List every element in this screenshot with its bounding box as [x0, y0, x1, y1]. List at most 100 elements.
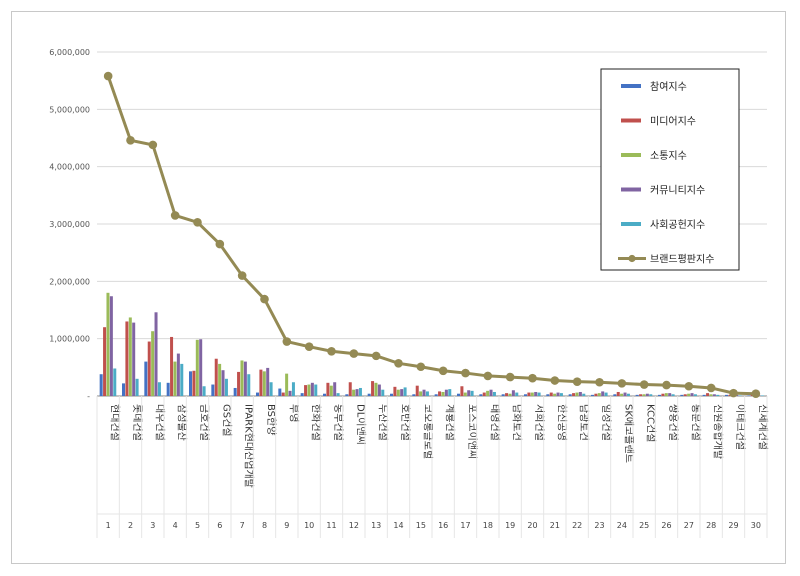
bar — [173, 361, 177, 396]
bar — [266, 367, 270, 396]
bar — [508, 393, 512, 396]
bar — [467, 390, 471, 396]
bar — [314, 384, 318, 396]
legend-swatch — [621, 118, 641, 123]
bar — [247, 374, 251, 396]
bar — [323, 393, 326, 396]
y-tick-label: 5,000,000 — [49, 105, 90, 114]
bar — [527, 392, 531, 396]
bar — [530, 392, 534, 396]
bar — [412, 394, 416, 396]
bar — [348, 382, 352, 396]
bar — [103, 327, 107, 396]
category-label: 신원종합개발 — [712, 404, 724, 459]
line-point — [438, 366, 448, 376]
bar — [144, 361, 148, 396]
bar — [154, 312, 158, 396]
bar — [760, 395, 764, 396]
line-point — [327, 346, 336, 356]
bar — [553, 393, 557, 396]
bar — [422, 389, 426, 396]
bar — [501, 394, 505, 396]
legend-label: 소통지수 — [650, 150, 687, 162]
bar — [109, 296, 113, 396]
bar — [224, 378, 228, 396]
bar — [470, 390, 474, 396]
bar — [345, 394, 349, 396]
category-label: BS한양 — [265, 404, 277, 435]
rank-label: 20 — [527, 521, 537, 530]
rank-label: 29 — [728, 521, 738, 530]
bar — [649, 394, 653, 396]
category-label: 대우건설 — [153, 404, 165, 441]
bar — [463, 392, 467, 396]
category-label: 한화건설 — [310, 404, 322, 441]
legend-label: 사회공헌지수 — [650, 219, 705, 231]
line-point — [572, 377, 582, 386]
category-label: KCC건설 — [645, 404, 657, 442]
bar — [192, 370, 196, 396]
category-label: 롯데건설 — [131, 404, 143, 441]
bar — [578, 391, 582, 396]
bar — [747, 395, 751, 396]
bar — [291, 382, 295, 396]
category-label: IPARK현대산업개발 — [243, 404, 256, 488]
rank-label: 3 — [150, 521, 155, 530]
bar — [693, 394, 697, 396]
legend-swatch — [621, 187, 641, 192]
rank-label: 24 — [617, 521, 627, 530]
bar — [125, 321, 129, 396]
line-point — [528, 373, 537, 383]
bar — [582, 393, 586, 396]
rank-label: 21 — [550, 521, 560, 530]
bar — [285, 373, 289, 396]
line-point — [304, 342, 314, 351]
legend-box — [600, 68, 740, 271]
rank-label: 15 — [416, 521, 426, 530]
rank-label: 6 — [217, 521, 222, 530]
bar — [214, 358, 218, 396]
line-point — [260, 294, 269, 304]
category-label: 포스코이앤씨 — [466, 404, 478, 459]
bar — [623, 392, 627, 396]
bar — [486, 390, 490, 396]
rank-label: 11 — [326, 521, 336, 530]
bar — [288, 390, 292, 396]
line-point — [550, 376, 560, 385]
category-label: 부영 — [287, 404, 299, 422]
bar — [352, 389, 356, 396]
line-point — [394, 359, 403, 368]
bar — [166, 382, 170, 396]
line-point — [416, 362, 426, 372]
bar — [400, 389, 404, 396]
bar — [237, 371, 241, 396]
bar — [706, 393, 710, 396]
bar — [725, 394, 728, 396]
bar — [601, 391, 605, 396]
line-point — [706, 383, 716, 393]
bar — [434, 394, 438, 396]
rank-label: 9 — [284, 521, 289, 530]
bar — [556, 392, 560, 396]
line-point — [662, 380, 671, 390]
bar — [738, 395, 742, 396]
bar — [176, 353, 180, 396]
bar — [371, 381, 375, 396]
bar — [668, 393, 672, 396]
bar — [132, 322, 136, 396]
bar — [537, 392, 541, 396]
category-label: 한신공영 — [555, 404, 567, 441]
rank-label: 8 — [262, 521, 267, 530]
line-point — [617, 379, 627, 388]
y-tick-label: 6,000,000 — [49, 48, 90, 57]
bar — [199, 339, 203, 396]
bar — [680, 394, 684, 396]
rank-label: 14 — [393, 521, 403, 530]
category-label: 신세계건설 — [756, 404, 768, 450]
bar — [358, 387, 362, 396]
rank-label: 2 — [128, 521, 133, 530]
bar — [218, 363, 222, 396]
bar — [635, 394, 639, 396]
bar — [479, 394, 483, 396]
